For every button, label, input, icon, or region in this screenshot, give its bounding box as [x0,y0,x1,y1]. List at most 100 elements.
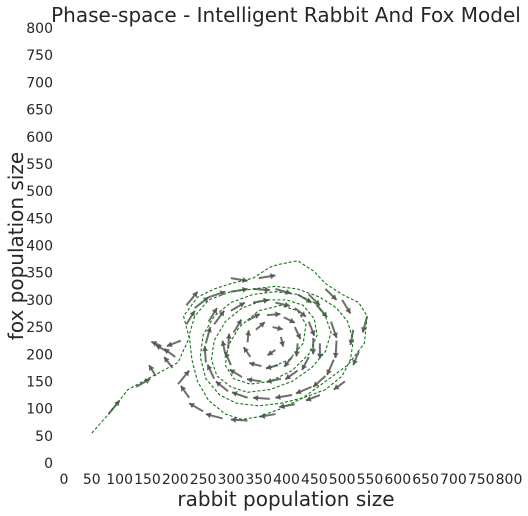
x-tick-label: 600 [384,472,411,488]
direction-arrow [333,380,346,391]
direction-arrow [295,385,312,395]
x-tick-label: 700 [440,472,467,488]
direction-arrow [194,296,210,309]
direction-arrow [332,340,339,359]
direction-arrow [266,311,281,318]
direction-arrow [208,290,226,299]
y-tick-label: 400 [26,239,53,255]
direction-arrow [245,330,252,343]
y-tick-label: 500 [26,184,53,200]
direction-arrow [220,340,227,355]
direction-arrow [148,364,157,377]
direction-arrow [255,321,266,331]
y-tick-label: 450 [26,211,53,227]
direction-arrow [179,385,190,399]
direction-arrow [305,394,321,402]
direction-arrow [293,326,302,340]
direction-arrow [205,412,223,420]
x-axis-label: rabbit population size [177,487,394,511]
direction-arrow [230,416,248,423]
direction-arrow [252,297,269,304]
y-tick-label: 700 [26,75,53,91]
direction-arrow [185,310,196,325]
direction-arrow [166,339,182,348]
direction-arrow [275,301,291,308]
direction-arrow [204,326,212,344]
x-tick-label: 400 [273,472,300,488]
direction-arrow [163,348,176,358]
y-axis-label: fox population size [4,152,28,340]
x-tick-label: 450 [301,472,328,488]
y-tick-label: 100 [26,402,53,418]
y-tick-label: 50 [35,429,53,445]
direction-arrow [206,364,216,380]
x-axis-ticks: 0 50 100 150 200 250 300 350 400 450 500 550 600 650 7… [60,472,523,488]
direction-arrow [247,313,261,322]
x-tick-label: 0 [60,472,69,488]
direction-arrow [279,336,285,347]
y-tick-label: 600 [26,130,53,146]
y-tick-label: 250 [26,320,53,336]
y-axis-ticks: 0 50 100 150 200 250 300 350 400 450 500 550 600 650 7… [26,21,53,472]
x-tick-label: 300 [218,472,245,488]
x-tick-label: 650 [412,472,439,488]
direction-arrow [253,286,270,293]
direction-arrow [341,299,352,314]
direction-arrow [248,361,262,368]
x-tick-label: 250 [190,472,217,488]
direction-arrow [150,340,162,348]
direction-arrow [188,402,204,413]
direction-arrow [232,318,243,334]
y-tick-label: 750 [26,48,53,64]
direction-arrow [272,325,283,332]
x-tick-label: 550 [357,472,384,488]
direction-arrow [284,369,299,381]
y-tick-label: 150 [26,374,53,390]
direction-arrow [352,351,360,366]
direction-arrow [258,273,276,280]
direction-arrow [283,356,293,368]
y-tick-label: 650 [26,103,53,119]
direction-arrow [312,375,327,388]
direction-arrows [107,273,369,423]
direction-arrow [213,310,226,325]
y-tick-label: 300 [26,293,53,309]
chart-title: Phase-space - Intelligent Rabbit And Fox… [51,3,521,27]
direction-arrow [207,307,218,323]
direction-arrow [301,356,310,371]
direction-arrow [185,291,199,306]
direction-arrow [215,380,229,393]
direction-arrow [326,359,335,376]
x-tick-label: 100 [106,472,133,488]
y-tick-label: 550 [26,157,53,173]
direction-arrow [230,301,246,312]
direction-arrow [307,321,316,337]
x-tick-label: 750 [468,472,495,488]
direction-arrow [275,393,293,400]
direction-arrow [229,368,243,378]
y-tick-label: 800 [26,21,53,37]
direction-arrow [294,307,307,318]
x-tick-label: 800 [496,472,523,488]
y-tick-label: 350 [26,266,53,282]
direction-arrow [324,288,338,301]
direction-arrow [308,293,321,307]
direction-arrow [242,346,252,358]
direction-arrow [283,316,296,324]
direction-arrow [202,346,209,363]
direction-arrow [267,349,276,357]
x-tick-label: 350 [245,472,272,488]
x-tick-label: 150 [134,472,161,488]
trajectory-line [91,260,368,434]
direction-arrow [246,377,262,383]
direction-arrow [253,395,270,402]
x-tick-label: 50 [83,472,101,488]
direction-arrow [310,337,317,355]
y-tick-label: 200 [26,347,53,363]
y-tick-label: 0 [44,456,53,472]
direction-arrow [330,321,338,339]
direction-arrow [316,343,323,359]
x-tick-label: 500 [329,472,356,488]
